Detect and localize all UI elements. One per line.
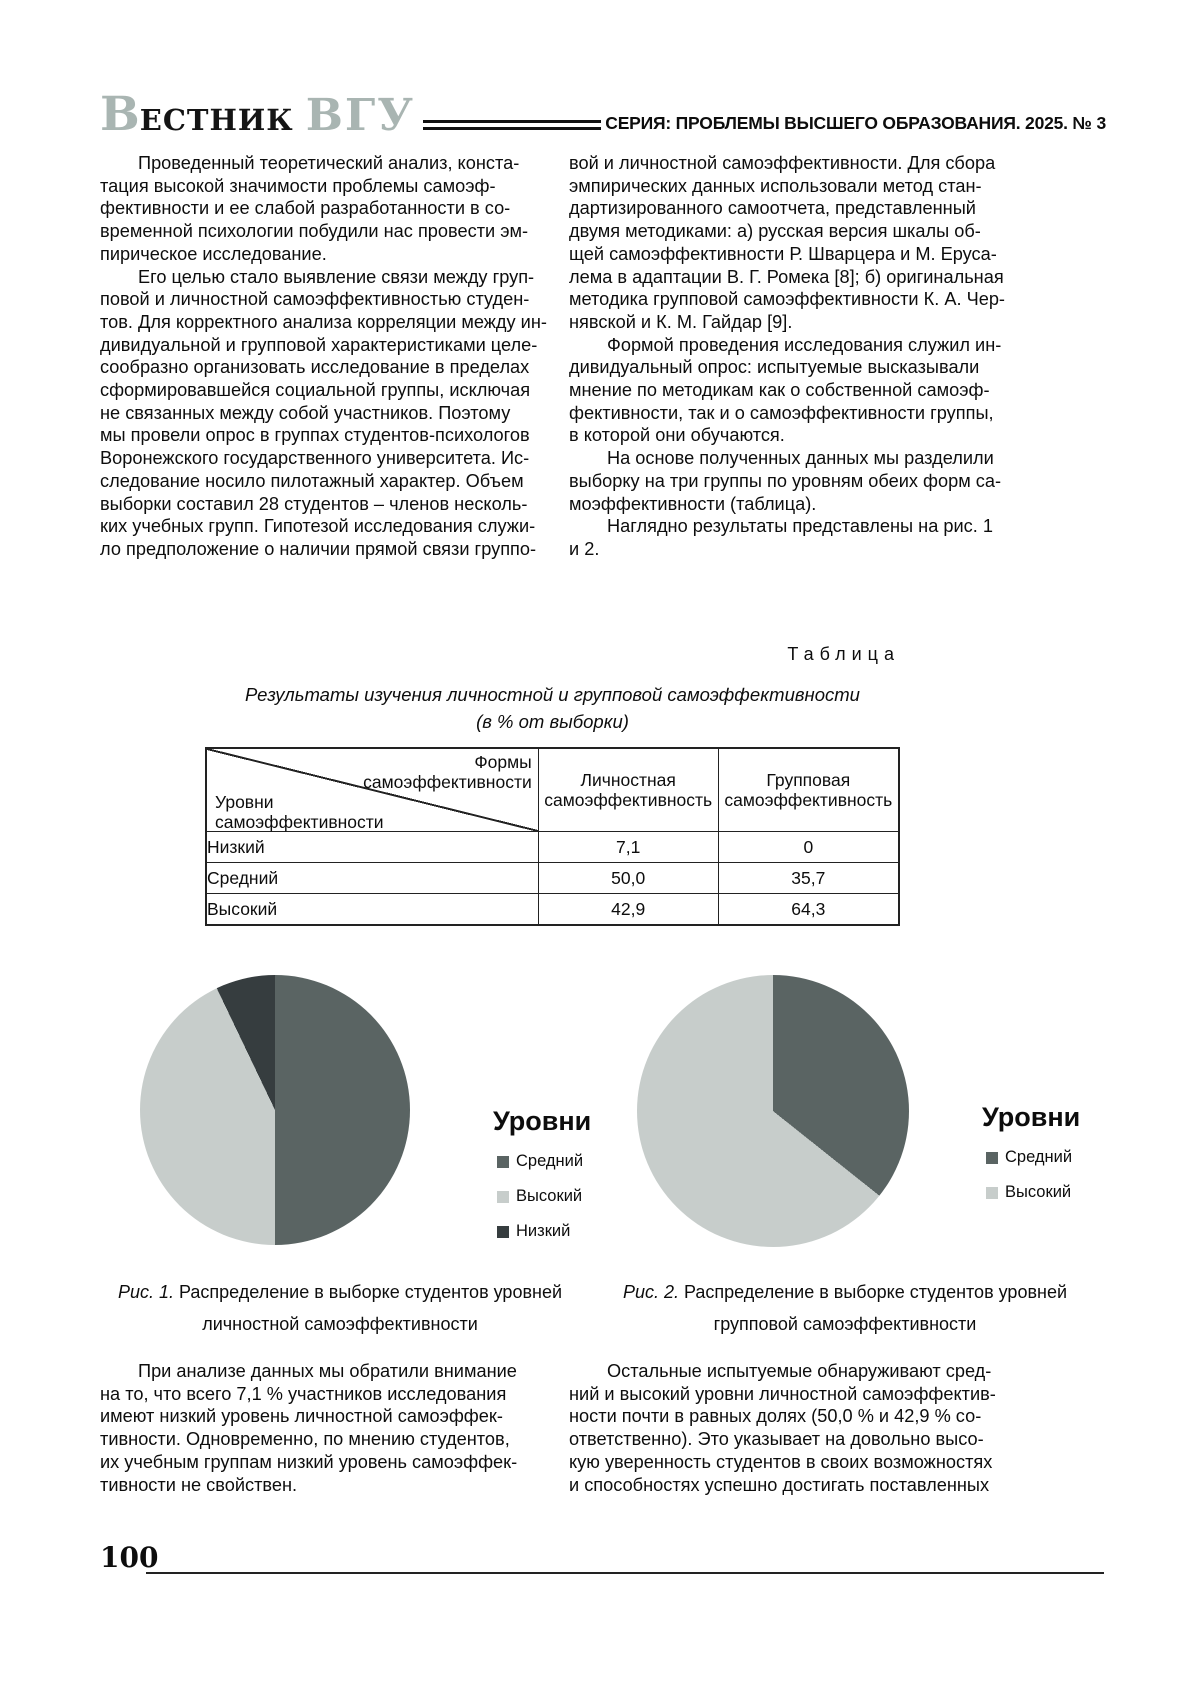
figure2-caption: Рис. 2. Распределение в выборке студенто… (600, 1276, 1090, 1340)
journal-logo: ВЕСТНИК ВГУ (100, 91, 415, 138)
table-row: Низкий 7,1 0 (205, 831, 900, 863)
figure2-caption-text: Распределение в выборке студентов уровне… (684, 1282, 1068, 1334)
footer-rule (146, 1572, 1104, 1574)
pie-chart-personal (140, 975, 410, 1245)
discussion-right-column: Остальные испытуемые обнаруживают сред- … (569, 1360, 1016, 1496)
intro-left-column: Проведенный теоретический анализ, конста… (100, 152, 547, 561)
table-caption: Результаты изучения личностной и группов… (165, 681, 940, 735)
figure1-caption: Рис. 1. Распределение в выборке студенто… (105, 1276, 575, 1340)
paragraph: Остальные испытуемые обнаруживают сред- … (569, 1361, 996, 1495)
legend-label: Низкий (516, 1222, 571, 1240)
figure1-label: Рис. 1. (117, 1282, 174, 1302)
page-number: 100 (100, 1541, 159, 1574)
row-level: Высокий (205, 893, 539, 926)
diagonal-header-cell: Формы самоэффективности Уровни самоэффек… (205, 747, 539, 832)
legend-swatch-sredniy (497, 1155, 509, 1168)
legend-swatch-vysokiy (497, 1190, 509, 1203)
legend-label: Средний (516, 1152, 584, 1170)
legend-title: Уровни (982, 1102, 1081, 1132)
intro-columns: Проведенный теоретический анализ, конста… (100, 152, 1016, 561)
paragraph: Проведенный теоретический анализ, конста… (100, 153, 529, 264)
corner-forms-label: Формы самоэффективности (363, 752, 532, 792)
paragraph: Его целью стало выявление связи между гр… (100, 266, 547, 559)
discussion-left-column: При анализе данных мы обратили внимание … (100, 1360, 547, 1496)
cell-group: 64,3 (717, 893, 900, 926)
table-label: Таблица (787, 644, 900, 664)
table-caption-line2: (в % от выборки) (476, 711, 629, 732)
figure2-label: Рис. 2. (622, 1282, 679, 1302)
page-header: ВЕСТНИК ВГУ СЕРИЯ: ПРОБЛЕМЫ ВЫСШЕГО ОБРАЗ… (100, 91, 1106, 138)
legend-swatch-nizkiy (497, 1225, 509, 1238)
intro-right-column: вой и личностной самоэффективности. Для … (569, 152, 1016, 561)
legend-figure2: Уровни Средний Высокий (982, 1102, 1080, 1218)
cell-personal: 7,1 (537, 831, 719, 863)
legend-label: Средний (1005, 1148, 1073, 1166)
logo-vgu: ВГУ (305, 90, 415, 141)
legend-item: Низкий (497, 1222, 591, 1241)
legend-label: Высокий (516, 1187, 583, 1205)
paragraph: Формой проведения исследования служил ин… (569, 334, 1002, 446)
discussion-columns: При анализе данных мы обратили внимание … (100, 1360, 1016, 1496)
paragraph: На основе полученных данных мы разделили… (569, 448, 1002, 514)
legend-title: Уровни (493, 1106, 592, 1136)
cell-personal: 50,0 (537, 862, 719, 894)
corner-levels-label: Уровни самоэффективности (215, 792, 384, 832)
legend-item: Высокий (986, 1183, 1080, 1202)
cell-group: 35,7 (717, 862, 900, 894)
paragraph: вой и личностной самоэффективности. Для … (569, 153, 1005, 332)
figure1-caption-text: Распределение в выборке студентов уровне… (179, 1282, 563, 1334)
table-header-row: Формы самоэффективности Уровни самоэффек… (205, 747, 900, 832)
logo-initial: В (100, 87, 140, 142)
table-row: Средний 50,0 35,7 (205, 862, 900, 894)
legend-swatch-vysokiy (986, 1186, 998, 1199)
diagonal-split: Формы самоэффективности Уровни самоэффек… (207, 749, 538, 832)
header-double-rule (422, 120, 602, 131)
legend-figure1: Уровни Средний Высокий Низкий (493, 1106, 591, 1257)
paragraph: Наглядно результаты представлены на рис.… (569, 516, 993, 559)
table-row: Высокий 42,9 64,3 (205, 893, 900, 926)
row-level: Средний (205, 862, 539, 894)
row-level: Низкий (205, 831, 539, 863)
legend-label: Высокий (1005, 1183, 1072, 1201)
column-header-personal: Личностная самоэффективность (537, 747, 719, 832)
legend-item: Средний (986, 1148, 1080, 1167)
column-header-group: Групповая самоэффективность (717, 747, 900, 832)
table-caption-line1: Результаты изучения личностной и группов… (245, 684, 860, 705)
legend-item: Высокий (497, 1187, 591, 1206)
pie-chart-group (637, 975, 909, 1247)
legend-item: Средний (497, 1152, 591, 1171)
series-title: СЕРИЯ: ПРОБЛЕМЫ ВЫСШЕГО ОБРАЗОВАНИЯ. 202… (605, 113, 1106, 134)
legend-swatch-sredniy (986, 1151, 998, 1164)
results-table: Формы самоэффективности Уровни самоэффек… (205, 747, 900, 926)
cell-personal: 42,9 (537, 893, 719, 926)
paragraph: При анализе данных мы обратили внимание … (100, 1361, 518, 1495)
logo-rest: ЕСТНИК (139, 103, 294, 137)
cell-group: 0 (717, 831, 900, 863)
